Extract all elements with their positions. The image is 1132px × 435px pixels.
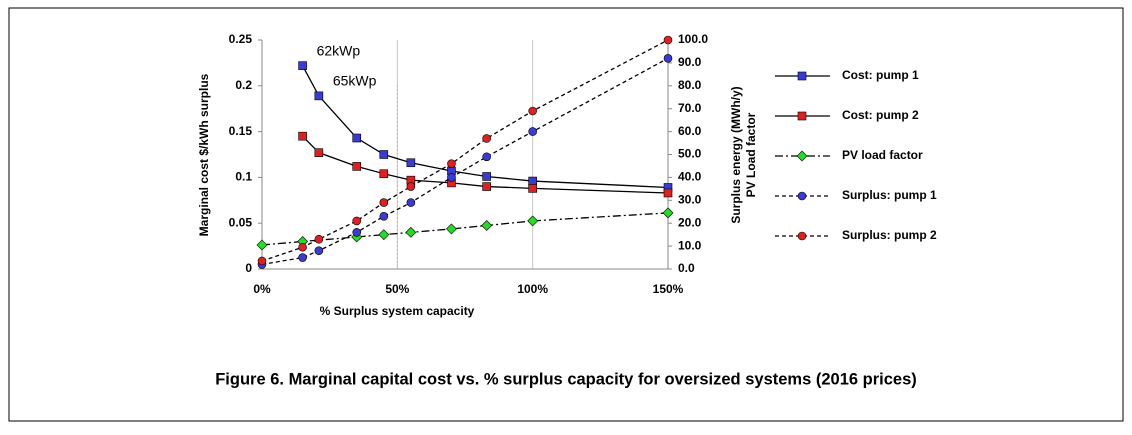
data-point — [379, 150, 389, 159]
data-point — [482, 182, 491, 191]
y-axis-title: Marginal cost $/kWh surplus — [197, 73, 211, 236]
y2-tick-label: 90.0 — [678, 55, 702, 69]
data-point — [482, 172, 491, 181]
legend-label: Surplus: pump 1 — [842, 188, 937, 202]
data-point — [406, 158, 416, 168]
data-point — [482, 152, 491, 162]
y2-axis-title: PV Load factor — [744, 112, 758, 197]
data-point — [352, 162, 362, 171]
data-point — [446, 223, 457, 235]
data-point — [314, 246, 324, 255]
series-line — [261, 57, 669, 266]
data-point — [406, 198, 416, 207]
data-point — [379, 169, 389, 179]
frame — [8, 7, 1124, 422]
data-point — [378, 229, 390, 241]
data-point — [379, 212, 389, 221]
y2-tick-label: 40.0 — [678, 170, 702, 184]
data-point — [314, 148, 324, 157]
data-point — [528, 184, 537, 193]
data-point — [314, 91, 324, 101]
x-tick-label: 50% — [385, 282, 409, 296]
x-tick-label: 100% — [517, 282, 548, 296]
data-point — [379, 198, 389, 207]
data-point — [405, 226, 417, 238]
data-point — [352, 228, 362, 237]
data-point — [663, 54, 673, 63]
legend-marker — [797, 191, 807, 201]
legend-marker — [797, 231, 807, 241]
legend-label: Surplus: pump 2 — [842, 228, 937, 242]
legend-marker — [797, 71, 807, 81]
data-point — [662, 207, 674, 219]
y2-tick-label: 30.0 — [678, 192, 702, 206]
y2-tick-label: 10.0 — [678, 238, 702, 252]
caption: Figure 6. Marginal capital cost vs. % su… — [215, 370, 917, 388]
data-point — [298, 61, 307, 70]
legend-label: Cost: pump 1 — [842, 68, 919, 82]
y-tick-label: 0.1 — [235, 170, 252, 184]
y2-tick-label: 0.0 — [678, 261, 695, 275]
y2-tick-label: 50.0 — [678, 147, 702, 161]
series-line — [261, 39, 669, 262]
data-point — [481, 220, 493, 231]
legend-marker — [797, 111, 807, 121]
y-tick-label: 0.25 — [229, 32, 253, 46]
data-point — [527, 215, 539, 227]
y2-tick-label: 100.0 — [678, 32, 708, 46]
data-point — [256, 239, 268, 251]
data-point — [298, 242, 307, 252]
data-point — [528, 176, 537, 186]
y-tick-label: 0.05 — [229, 215, 253, 229]
data-point — [528, 106, 537, 116]
x-tick-label: 0% — [253, 282, 271, 296]
y2-tick-label: 80.0 — [678, 78, 702, 92]
legend-marker — [796, 150, 808, 162]
annotation: 65kWp — [333, 73, 377, 89]
data-point — [257, 256, 267, 266]
data-point — [447, 173, 456, 182]
legend-label: PV load factor — [842, 148, 923, 162]
legend-label: Cost: pump 2 — [842, 108, 919, 122]
data-point — [298, 131, 307, 141]
data-point — [447, 159, 456, 168]
data-point — [314, 234, 324, 244]
data-point — [298, 253, 307, 262]
annotation: 62kWp — [317, 42, 361, 58]
data-point — [352, 133, 362, 143]
y2-tick-label: 70.0 — [678, 101, 702, 115]
y-tick-label: 0 — [245, 261, 252, 275]
y2-tick-label: 60.0 — [678, 124, 702, 138]
data-point — [663, 188, 673, 198]
data-point — [482, 134, 491, 143]
y-tick-label: 0.15 — [229, 124, 253, 138]
data-point — [663, 35, 673, 45]
data-point — [352, 216, 362, 226]
y2-axis-title: Surplus energy (MWh/y) — [729, 86, 743, 223]
data-point — [528, 127, 537, 136]
data-point — [406, 182, 416, 191]
y-tick-label: 0.2 — [235, 78, 252, 92]
x-tick-label: 150% — [653, 282, 684, 296]
x-axis-title: % Surplus system capacity — [320, 304, 475, 318]
y2-tick-label: 20.0 — [678, 215, 702, 229]
